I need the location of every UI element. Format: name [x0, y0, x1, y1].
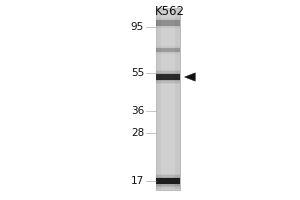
Bar: [156, 19, 180, 27]
Bar: [161, 8, 175, 190]
Bar: [156, 21, 180, 25]
Bar: [156, 175, 180, 187]
Bar: [156, 71, 180, 83]
Bar: [156, 17, 180, 29]
Bar: [156, 48, 180, 52]
Bar: [156, 46, 180, 54]
Bar: [156, 8, 180, 190]
Bar: [156, 74, 180, 80]
Bar: [156, 178, 180, 184]
Text: 17: 17: [131, 176, 144, 186]
Text: 36: 36: [131, 106, 144, 116]
Text: 55: 55: [131, 68, 144, 78]
Bar: [156, 21, 180, 25]
Bar: [156, 178, 180, 184]
Text: K562: K562: [154, 5, 184, 18]
Bar: [156, 45, 180, 55]
Bar: [156, 18, 180, 28]
Bar: [156, 70, 180, 84]
Bar: [156, 176, 180, 186]
Text: 28: 28: [131, 128, 144, 138]
Polygon shape: [184, 73, 195, 81]
Text: 95: 95: [131, 22, 144, 32]
Bar: [156, 47, 180, 53]
Bar: [156, 48, 180, 52]
Bar: [156, 73, 180, 81]
Bar: [156, 173, 180, 188]
Bar: [156, 74, 180, 80]
